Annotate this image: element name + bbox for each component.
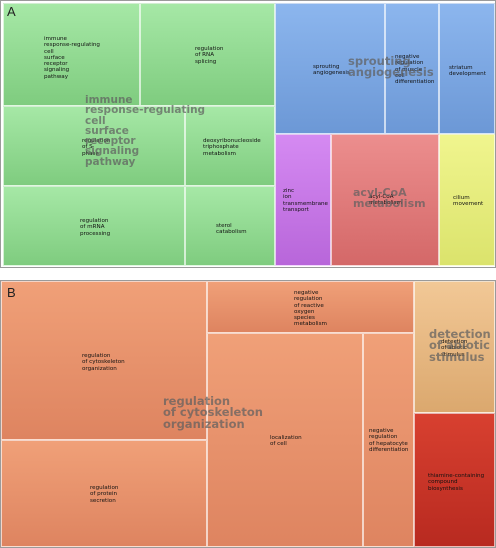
cell-regulation-of-mrna-processing: regulation of mRNA processing [3, 186, 185, 266]
cell-zinc-ion-transmembrane-transport: zinc ion transmembrane transport [275, 134, 331, 266]
cell-label: regulation of protein secretion [90, 485, 119, 504]
cell-deoxyribonucleoside-triphosphate-metabolism: deoxyribonucleoside triphosphate metabol… [185, 106, 275, 186]
cell-detection-of-abiotic-stimulus: detection of abiotic stimulus [414, 281, 495, 413]
cell-immune-response-regulating: immune response-regulating cell surface … [3, 3, 140, 106]
panel-b-letter: B [7, 285, 16, 300]
cell-label: regulation of mRNA processing [80, 218, 111, 237]
cell-regulation-of-rna-splicing: regulation of RNA splicing [140, 3, 275, 106]
cell-label: thiamine-containing compound biosynthesi… [428, 473, 485, 492]
cell-regulation-of-s-phase: regulation of S phase [3, 106, 185, 186]
cell-thiamine-containing-compound-biosynthesis: thiamine-containing compound biosynthesi… [414, 413, 495, 547]
cell-label: regulation of cytoskeleton organization [82, 353, 125, 372]
panel-a-letter: A [7, 4, 16, 19]
cell-label: sterol catabolism [216, 223, 247, 236]
cell-label: negative regulation of hepatocyte differ… [369, 428, 409, 453]
cell-label: localization of cell [270, 435, 302, 448]
cell-regulation-of-protein-secretion: regulation of protein secretion [1, 440, 207, 547]
cell-label: detection of abiotic stimulus [441, 339, 468, 358]
treemap-panel-b: B regulation of cytoskeleton organizatio… [0, 280, 496, 548]
cell-negative-regulation-of-muscle-cell-differentiation: negative regulation of muscle cell diffe… [385, 3, 439, 134]
cell-label: cilium movement [453, 195, 484, 208]
cell-label: regulation of S phase [82, 138, 111, 157]
cell-label: immune response-regulating cell surface … [44, 36, 100, 80]
cell-cilium-movement: cilium movement [439, 134, 495, 266]
treemap-panel-a: A immune response-regulating cell surfac… [0, 0, 496, 268]
cell-sterol-catabolism: sterol catabolism [185, 186, 275, 266]
cell-negative-regulation-of-hepatocyte-differentiation: negative regulation of hepatocyte differ… [363, 333, 414, 547]
cell-label: regulation of RNA splicing [195, 46, 224, 65]
cell-regulation-of-cytoskeleton-organization: regulation of cytoskeleton organization [1, 281, 207, 440]
cell-label: sprouting angiogenesis [313, 64, 350, 77]
cell-sprouting-angiogenesis: sprouting angiogenesis [275, 3, 385, 134]
cell-label: acyl-CoA metabolism [369, 194, 402, 207]
cell-label: negative regulation of muscle cell diffe… [395, 54, 435, 85]
cell-localization-of-cell: localization of cell [207, 333, 363, 547]
cell-negative-regulation-of-reactive-oxygen-species-metabolism: negative regulation of reactive oxygen s… [207, 281, 414, 333]
cell-acyl-coa-metabolism: acyl-CoA metabolism [331, 134, 439, 266]
cell-striatum-development: striatum development [439, 3, 495, 134]
cell-label: striatum development [449, 65, 486, 78]
cell-label: deoxyribonucleoside triphosphate metabol… [203, 138, 261, 157]
cell-label: zinc ion transmembrane transport [283, 188, 328, 213]
cell-label: negative regulation of reactive oxygen s… [294, 290, 327, 328]
